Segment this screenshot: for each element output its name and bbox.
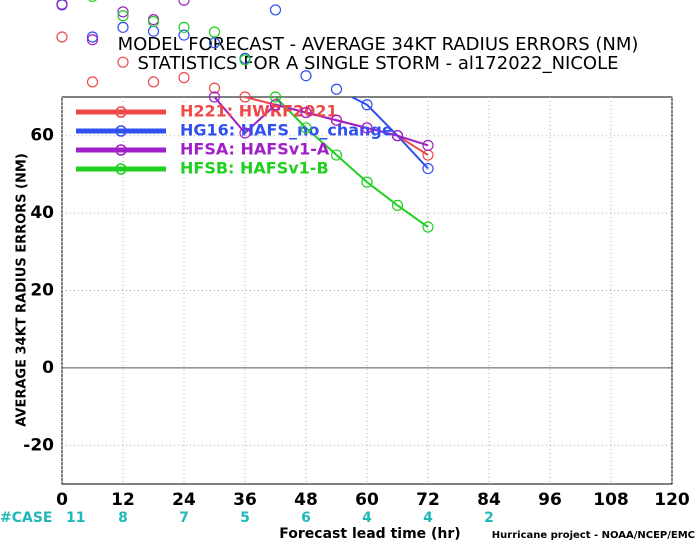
x-tick-label: 96	[538, 490, 562, 510]
data-point	[269, 99, 282, 111]
legend-marker	[115, 144, 127, 156]
legend-marker	[115, 163, 127, 175]
data-point	[239, 91, 251, 103]
case-count: 8	[118, 510, 128, 526]
x-tick-label: 36	[233, 490, 257, 510]
x-tick-label: 84	[477, 490, 501, 510]
footer: Hurricane project - NOAA/NCEP/EMC	[492, 530, 695, 541]
x-axis-label: Forecast lead time (hr)	[279, 526, 460, 542]
data-point	[391, 130, 404, 142]
case-label: #CASE	[0, 510, 53, 526]
data-point	[208, 26, 221, 38]
legend-label: HFSA: HAFSv1-A	[180, 140, 330, 159]
x-tick-label: 48	[294, 490, 318, 510]
case-count: 4	[362, 510, 372, 526]
chart-title: MODEL FORECAST - AVERAGE 34KT RADIUS ERR…	[118, 34, 639, 55]
data-point	[330, 83, 343, 95]
x-tick-label: 120	[654, 490, 690, 510]
data-point	[178, 29, 190, 41]
case-count: 6	[301, 510, 311, 526]
y-tick-label: 40	[30, 203, 54, 223]
data-point	[422, 221, 434, 233]
data-point	[269, 4, 282, 16]
data-point	[56, 31, 68, 43]
x-tick-label: 24	[172, 490, 196, 510]
series-line	[213, 97, 429, 147]
legend-label: HFSB: HAFSv1-B	[180, 159, 329, 178]
data-point	[88, 0, 97, 2]
data-point	[239, 127, 251, 139]
y-tick-label: -20	[23, 435, 54, 455]
data-point	[208, 91, 221, 103]
data-point	[422, 162, 434, 175]
data-point	[330, 114, 343, 126]
data-point	[178, 72, 190, 84]
plot-lines	[213, 97, 429, 228]
legend-label: H221: HWRF2021	[180, 102, 338, 121]
data-point	[300, 70, 312, 82]
data-point	[56, 0, 68, 10]
case-count: 11	[66, 510, 85, 526]
data-point	[147, 15, 160, 28]
data-point	[361, 176, 373, 188]
data-point	[208, 82, 221, 94]
data-point	[239, 54, 251, 66]
data-point	[86, 76, 99, 88]
data-point	[117, 6, 129, 18]
data-point	[86, 34, 99, 46]
legend-marker	[115, 125, 127, 137]
x-tick-label: 60	[355, 490, 379, 510]
data-point	[361, 122, 373, 134]
case-count: 4	[423, 510, 433, 526]
chart-subtitle: STATISTICS FOR A SINGLE STORM - al172022…	[138, 53, 619, 74]
data-point	[117, 56, 129, 68]
y-axis-label: AVERAGE 34KT RADIUS ERRORS (NM)	[15, 153, 30, 427]
data-point	[391, 199, 404, 211]
legend-label: HG16: HAFS_no_change	[180, 121, 393, 140]
x-tick-label: 108	[593, 490, 629, 510]
data-point	[422, 139, 434, 151]
data-point	[117, 21, 129, 33]
data-point	[330, 149, 343, 161]
data-point	[117, 10, 129, 22]
legend-marker	[115, 106, 127, 118]
data-point	[300, 122, 312, 134]
x-tick-label: 12	[111, 490, 135, 510]
x-tick-label: 0	[56, 490, 68, 510]
data-point	[86, 31, 99, 43]
case-count: 2	[484, 510, 494, 526]
x-tick-label: 72	[416, 490, 440, 510]
data-point	[300, 106, 312, 119]
case-count: 7	[179, 510, 189, 526]
data-point	[361, 99, 373, 111]
data-point	[178, 21, 190, 33]
y-tick-label: 20	[30, 281, 54, 301]
data-point	[147, 76, 160, 88]
data-point	[269, 91, 282, 103]
y-tick-label: 60	[30, 126, 54, 146]
data-point	[208, 37, 221, 49]
series-line	[349, 97, 429, 170]
series-line	[274, 97, 429, 228]
y-tick-label: 0	[42, 358, 54, 378]
case-count: 5	[240, 510, 250, 526]
data-point	[178, 0, 190, 6]
